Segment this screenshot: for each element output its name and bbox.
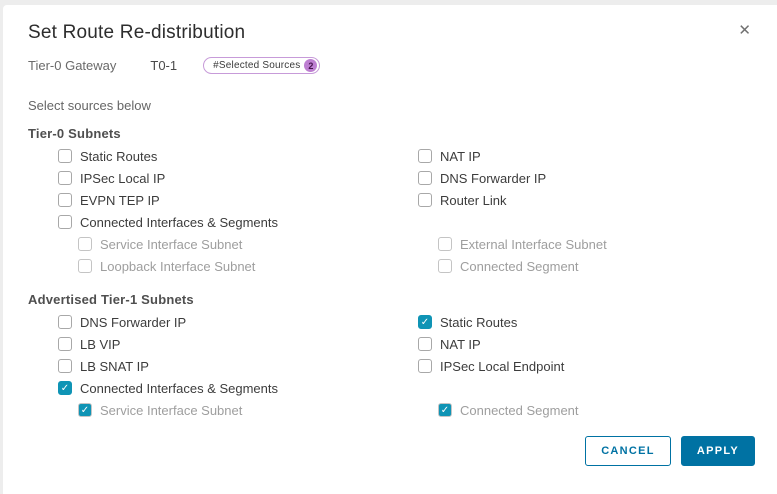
- checkbox-unchecked[interactable]: [418, 337, 432, 351]
- checkbox-row: External Interface Subnet: [418, 233, 752, 255]
- checkbox-label[interactable]: LB SNAT IP: [80, 358, 149, 374]
- checkbox-row: IPSec Local IP: [28, 167, 418, 189]
- checkbox-unchecked[interactable]: [58, 337, 72, 351]
- checkbox-unchecked[interactable]: [78, 259, 92, 273]
- instruction-text: Select sources below: [28, 98, 151, 113]
- apply-button[interactable]: APPLY: [680, 436, 755, 466]
- checkbox-label: Service Interface Subnet: [100, 402, 243, 418]
- checkbox-row: DNS Forwarder IP: [28, 311, 418, 333]
- checkbox-label: Connected Segment: [460, 402, 579, 418]
- section-heading: Advertised Tier-1 Subnets: [28, 292, 194, 307]
- checkbox-label[interactable]: EVPN TEP IP: [80, 192, 160, 208]
- checkbox-checked[interactable]: [78, 403, 92, 417]
- checkbox-row: NAT IP: [418, 145, 752, 167]
- checkbox-row: EVPN TEP IP: [28, 189, 418, 211]
- checkbox-label[interactable]: IPSec Local IP: [80, 170, 166, 186]
- gateway-meta-row: Tier-0 Gateway T0-1 #Selected Sources 2: [3, 57, 777, 74]
- checkbox-column: DNS Forwarder IP LB VIP LB SNAT IP Connecte…: [28, 311, 418, 421]
- gateway-value: T0-1: [150, 58, 178, 73]
- checkbox-unchecked[interactable]: [418, 359, 432, 373]
- section: Tier-0 Subnets Static Routes IPSec Local I…: [28, 126, 752, 277]
- checkbox-checked[interactable]: [418, 315, 432, 329]
- cancel-button[interactable]: CANCEL: [585, 436, 671, 466]
- selected-sources-count: 2: [304, 59, 318, 72]
- checkbox-label[interactable]: Connected Interfaces & Segments: [80, 214, 279, 230]
- section: Advertised Tier-1 Subnets DNS Forwarder I…: [28, 292, 752, 421]
- checkbox-label[interactable]: NAT IP: [440, 148, 481, 164]
- checkbox-label[interactable]: DNS Forwarder IP: [440, 170, 547, 186]
- checkbox-unchecked[interactable]: [418, 171, 432, 185]
- section-heading: Tier-0 Subnets: [28, 126, 121, 141]
- selected-sources-badge-label: #Selected Sources: [213, 60, 301, 71]
- checkbox-unchecked[interactable]: [58, 171, 72, 185]
- checkbox-row: Router Link: [418, 189, 752, 211]
- checkbox-column: NAT IP DNS Forwarder IP Router Link Externa…: [418, 145, 752, 277]
- checkbox-label: Service Interface Subnet: [100, 236, 243, 252]
- dialog-title: Set Route Re-distribution: [28, 22, 246, 43]
- checkbox-label: External Interface Subnet: [460, 236, 607, 252]
- checkbox-checked[interactable]: [58, 381, 72, 395]
- checkbox-row: Loopback Interface Subnet: [28, 255, 418, 277]
- checkbox-label[interactable]: NAT IP: [440, 336, 481, 352]
- checkbox-label[interactable]: Router Link: [440, 192, 507, 208]
- sources-sections: Tier-0 Subnets Static Routes IPSec Local I…: [3, 126, 777, 421]
- close-icon[interactable]: ✕: [738, 22, 751, 39]
- selected-sources-badge: #Selected Sources 2: [203, 57, 321, 74]
- checkbox-label[interactable]: IPSec Local Endpoint: [440, 358, 565, 374]
- checkbox-unchecked[interactable]: [418, 149, 432, 163]
- checkbox-label[interactable]: Static Routes: [440, 314, 518, 330]
- checkbox-column: Static Routes NAT IP IPSec Local Endpoint C…: [418, 311, 752, 421]
- checkbox-unchecked[interactable]: [58, 315, 72, 329]
- checkbox-label: Connected Segment: [460, 258, 579, 274]
- spacer-row: [418, 377, 752, 399]
- checkbox-checked[interactable]: [438, 403, 452, 417]
- checkbox-row: Service Interface Subnet: [28, 233, 418, 255]
- set-route-redistribution-dialog: Set Route Re-distribution ✕ Tier-0 Gatew…: [3, 5, 777, 494]
- checkbox-unchecked[interactable]: [58, 359, 72, 373]
- checkbox-row: LB SNAT IP: [28, 355, 418, 377]
- checkbox-row: Service Interface Subnet: [28, 399, 418, 421]
- checkbox-unchecked[interactable]: [58, 149, 72, 163]
- checkbox-label[interactable]: DNS Forwarder IP: [80, 314, 187, 330]
- checkbox-unchecked[interactable]: [58, 215, 72, 229]
- checkbox-label[interactable]: Static Routes: [80, 148, 158, 164]
- checkbox-unchecked[interactable]: [78, 237, 92, 251]
- checkbox-row: Connected Segment: [418, 399, 752, 421]
- checkbox-label: Loopback Interface Subnet: [100, 258, 256, 274]
- checkbox-row: IPSec Local Endpoint: [418, 355, 752, 377]
- checkbox-unchecked[interactable]: [58, 193, 72, 207]
- checkbox-column: Static Routes IPSec Local IP EVPN TEP IP Co…: [28, 145, 418, 277]
- checkbox-unchecked[interactable]: [418, 193, 432, 207]
- checkbox-label[interactable]: LB VIP: [80, 336, 121, 352]
- checkbox-row: Connected Interfaces & Segments: [28, 377, 418, 399]
- dialog-footer: CANCEL APPLY: [585, 436, 755, 466]
- checkbox-label[interactable]: Connected Interfaces & Segments: [80, 380, 279, 396]
- checkbox-row: Static Routes: [418, 311, 752, 333]
- checkbox-row: DNS Forwarder IP: [418, 167, 752, 189]
- spacer-row: [418, 211, 752, 233]
- checkbox-row: Connected Segment: [418, 255, 752, 277]
- checkbox-row: Static Routes: [28, 145, 418, 167]
- dialog-header: Set Route Re-distribution ✕: [3, 5, 777, 44]
- checkbox-row: Connected Interfaces & Segments: [28, 211, 418, 233]
- gateway-label: Tier-0 Gateway: [28, 58, 117, 73]
- checkbox-row: LB VIP: [28, 333, 418, 355]
- checkbox-unchecked[interactable]: [438, 259, 452, 273]
- checkbox-row: NAT IP: [418, 333, 752, 355]
- checkbox-unchecked[interactable]: [438, 237, 452, 251]
